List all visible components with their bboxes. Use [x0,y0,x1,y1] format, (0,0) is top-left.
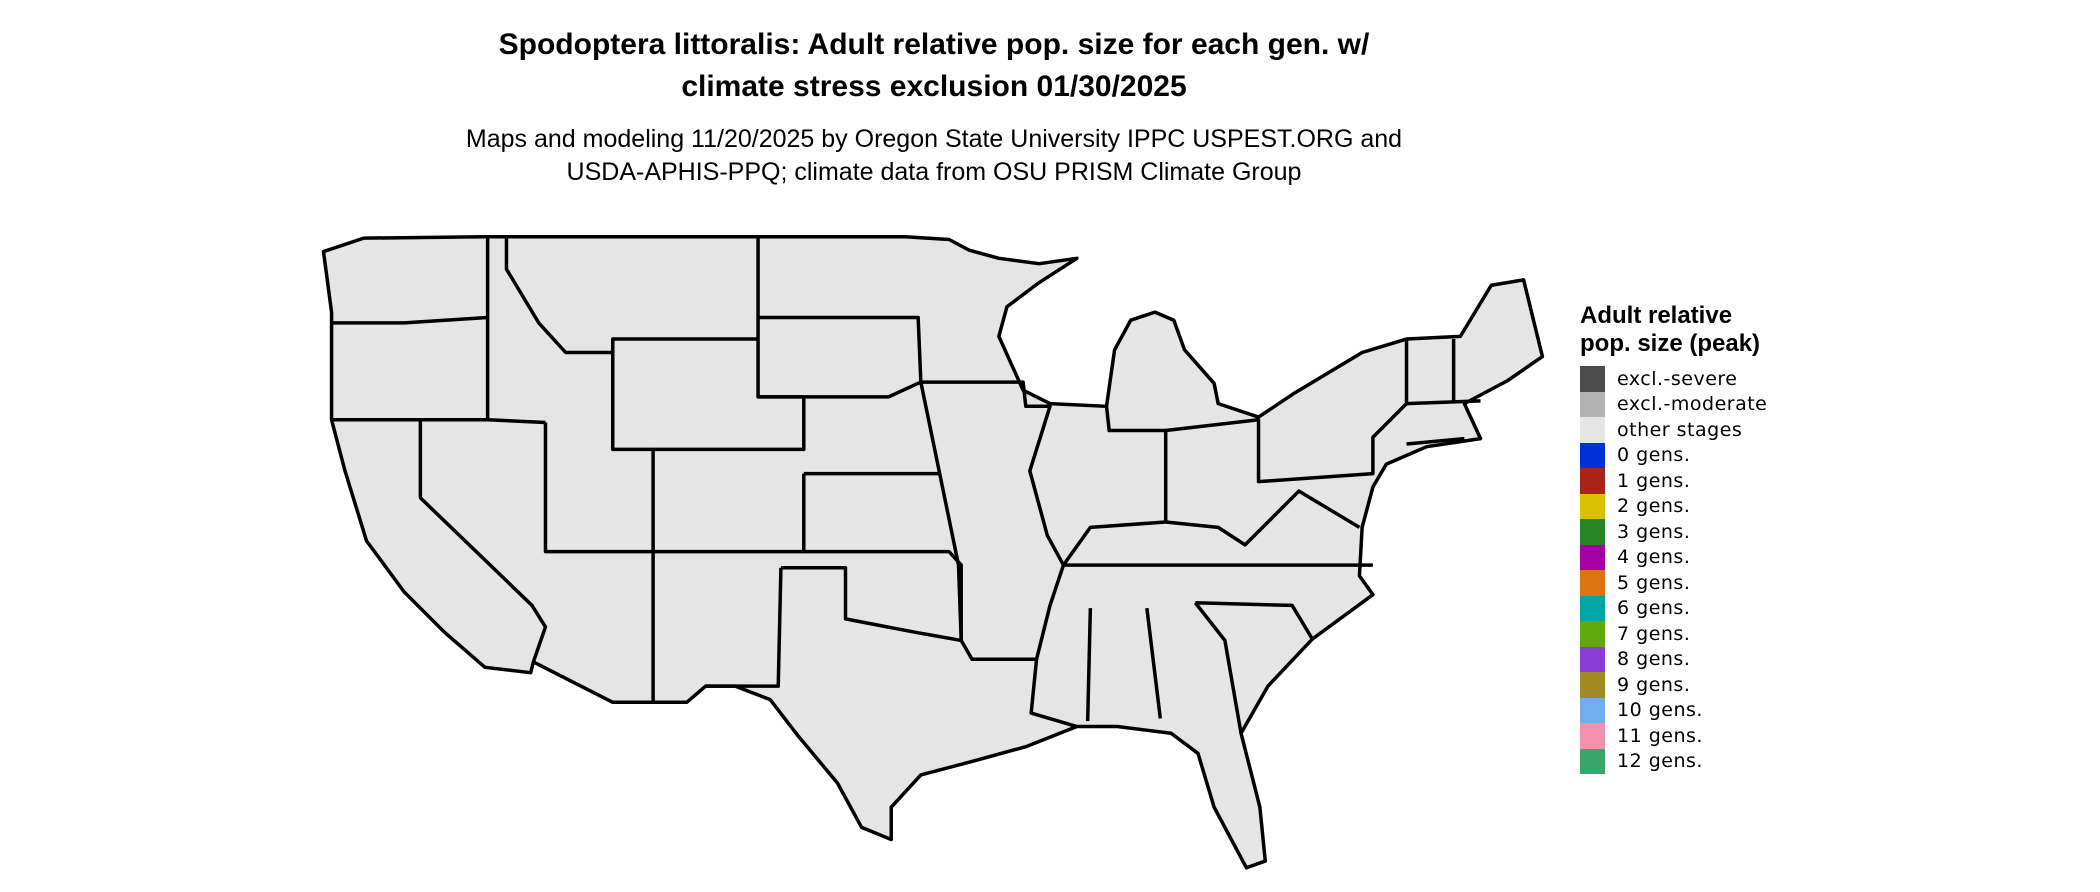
legend-swatch [1580,621,1605,647]
legend-swatch [1580,672,1605,698]
legend-swatch [1580,646,1605,672]
legend-swatch [1580,468,1605,494]
legend-item: 9 gens. [1580,672,1780,698]
legend-swatch [1580,595,1605,621]
legend-item: 2 gens. [1580,493,1780,519]
legend-item: 10 gens. [1580,697,1780,723]
subtitle-line-2: USDA-APHIS-PPQ; climate data from OSU PR… [566,158,1302,186]
legend-item: 6 gens. [1580,595,1780,621]
map-subtitle: Maps and modeling 11/20/2025 by Oregon S… [334,123,1534,189]
legend-item: excl.-moderate [1580,391,1780,417]
legend-swatch [1580,697,1605,723]
legend-swatch [1580,544,1605,570]
legend-label: 9 gens. [1617,673,1691,696]
legend-swatch [1580,366,1605,392]
legend-item: 7 gens. [1580,621,1780,647]
legend-label: 12 gens. [1617,750,1703,773]
map-title: Spodoptera littoralis: Adult relative po… [334,24,1534,108]
legend-label: 2 gens. [1617,495,1691,518]
legend-item: other stages [1580,417,1780,443]
legend-swatch [1580,493,1605,519]
legend-swatch [1580,723,1605,749]
legend-item: 8 gens. [1580,646,1780,672]
legend-label: excl.-severe [1617,367,1738,390]
legend-swatch [1580,570,1605,596]
legend-label: 0 gens. [1617,444,1691,467]
legend-item: 11 gens. [1580,723,1780,749]
legend-item: excl.-severe [1580,366,1780,392]
legend-label: 11 gens. [1617,724,1703,747]
legend-swatch [1580,391,1605,417]
legend-swatch [1580,442,1605,468]
legend-swatch [1580,417,1605,443]
legend-label: 4 gens. [1617,546,1691,569]
legend-item: 12 gens. [1580,748,1780,774]
legend-item: 0 gens. [1580,442,1780,468]
title-line-2: climate stress exclusion 01/30/2025 [681,70,1187,103]
subtitle-line-1: Maps and modeling 11/20/2025 by Oregon S… [465,125,1403,153]
state-borders [331,236,1481,734]
legend-item: 1 gens. [1580,468,1780,494]
legend-label: 5 gens. [1617,571,1691,594]
legend-title: Adult relative pop. size (peak) [1580,302,1761,357]
title-line-1: Spodoptera littoralis: Adult relative po… [498,28,1370,61]
legend-swatch [1580,519,1605,545]
legend-label: 6 gens. [1617,597,1691,620]
legend-label: 10 gens. [1617,699,1703,722]
legend-label: 3 gens. [1617,520,1691,543]
legend-swatch [1580,748,1605,774]
legend-label: 8 gens. [1617,648,1691,671]
legend-item: 4 gens. [1580,544,1780,570]
legend-label: 7 gens. [1617,622,1691,645]
legend: Adult relative pop. size (peak) excl.-se… [1580,302,1780,774]
legend-label: other stages [1617,418,1743,441]
legend-label: excl.-moderate [1617,393,1768,416]
legend-item: 3 gens. [1580,519,1780,545]
legend-items: excl.-severe excl.-moderate other stages 0 … [1580,366,1780,774]
legend-item: 5 gens. [1580,570,1780,596]
legend-label: 1 gens. [1617,469,1691,492]
